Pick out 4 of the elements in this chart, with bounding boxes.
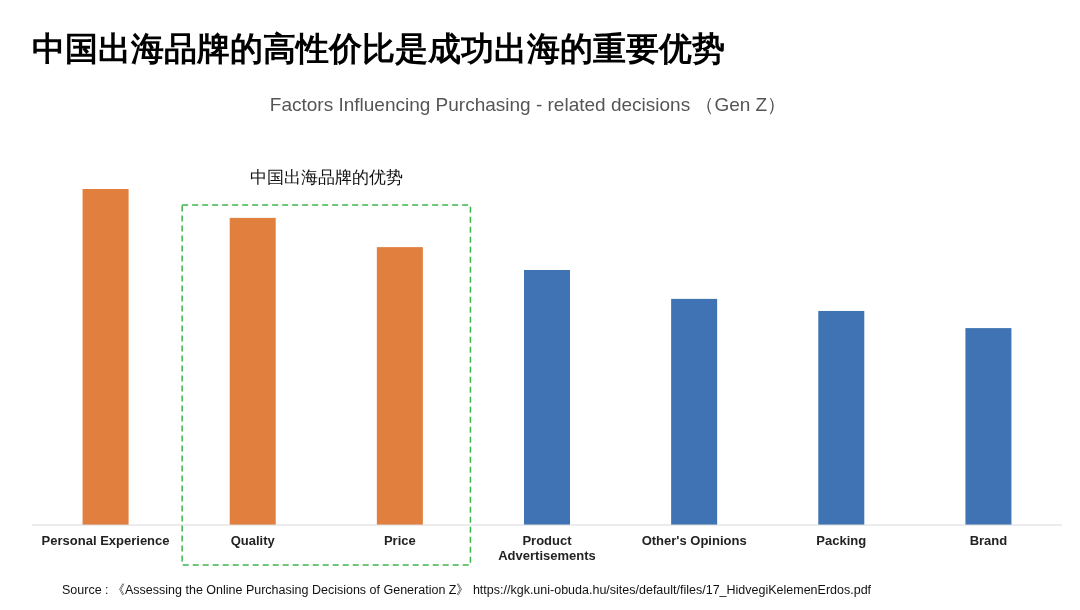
title: 中国出海品牌的高性价比是成功出海的重要优势 bbox=[32, 30, 725, 67]
annotation: Source : 《Assessing the Online Purchasing Decisions of Generation Z》 https://kgk.uni-obuda.hu/sites/default/files/17_HidvegiKelemenErdos.pdf bbox=[62, 583, 872, 597]
annotation: 中国出海品牌的优势 bbox=[249, 168, 403, 187]
subtitle: Factors Influencing Purchasing - related decisions （Gen Z） bbox=[269, 94, 787, 115]
